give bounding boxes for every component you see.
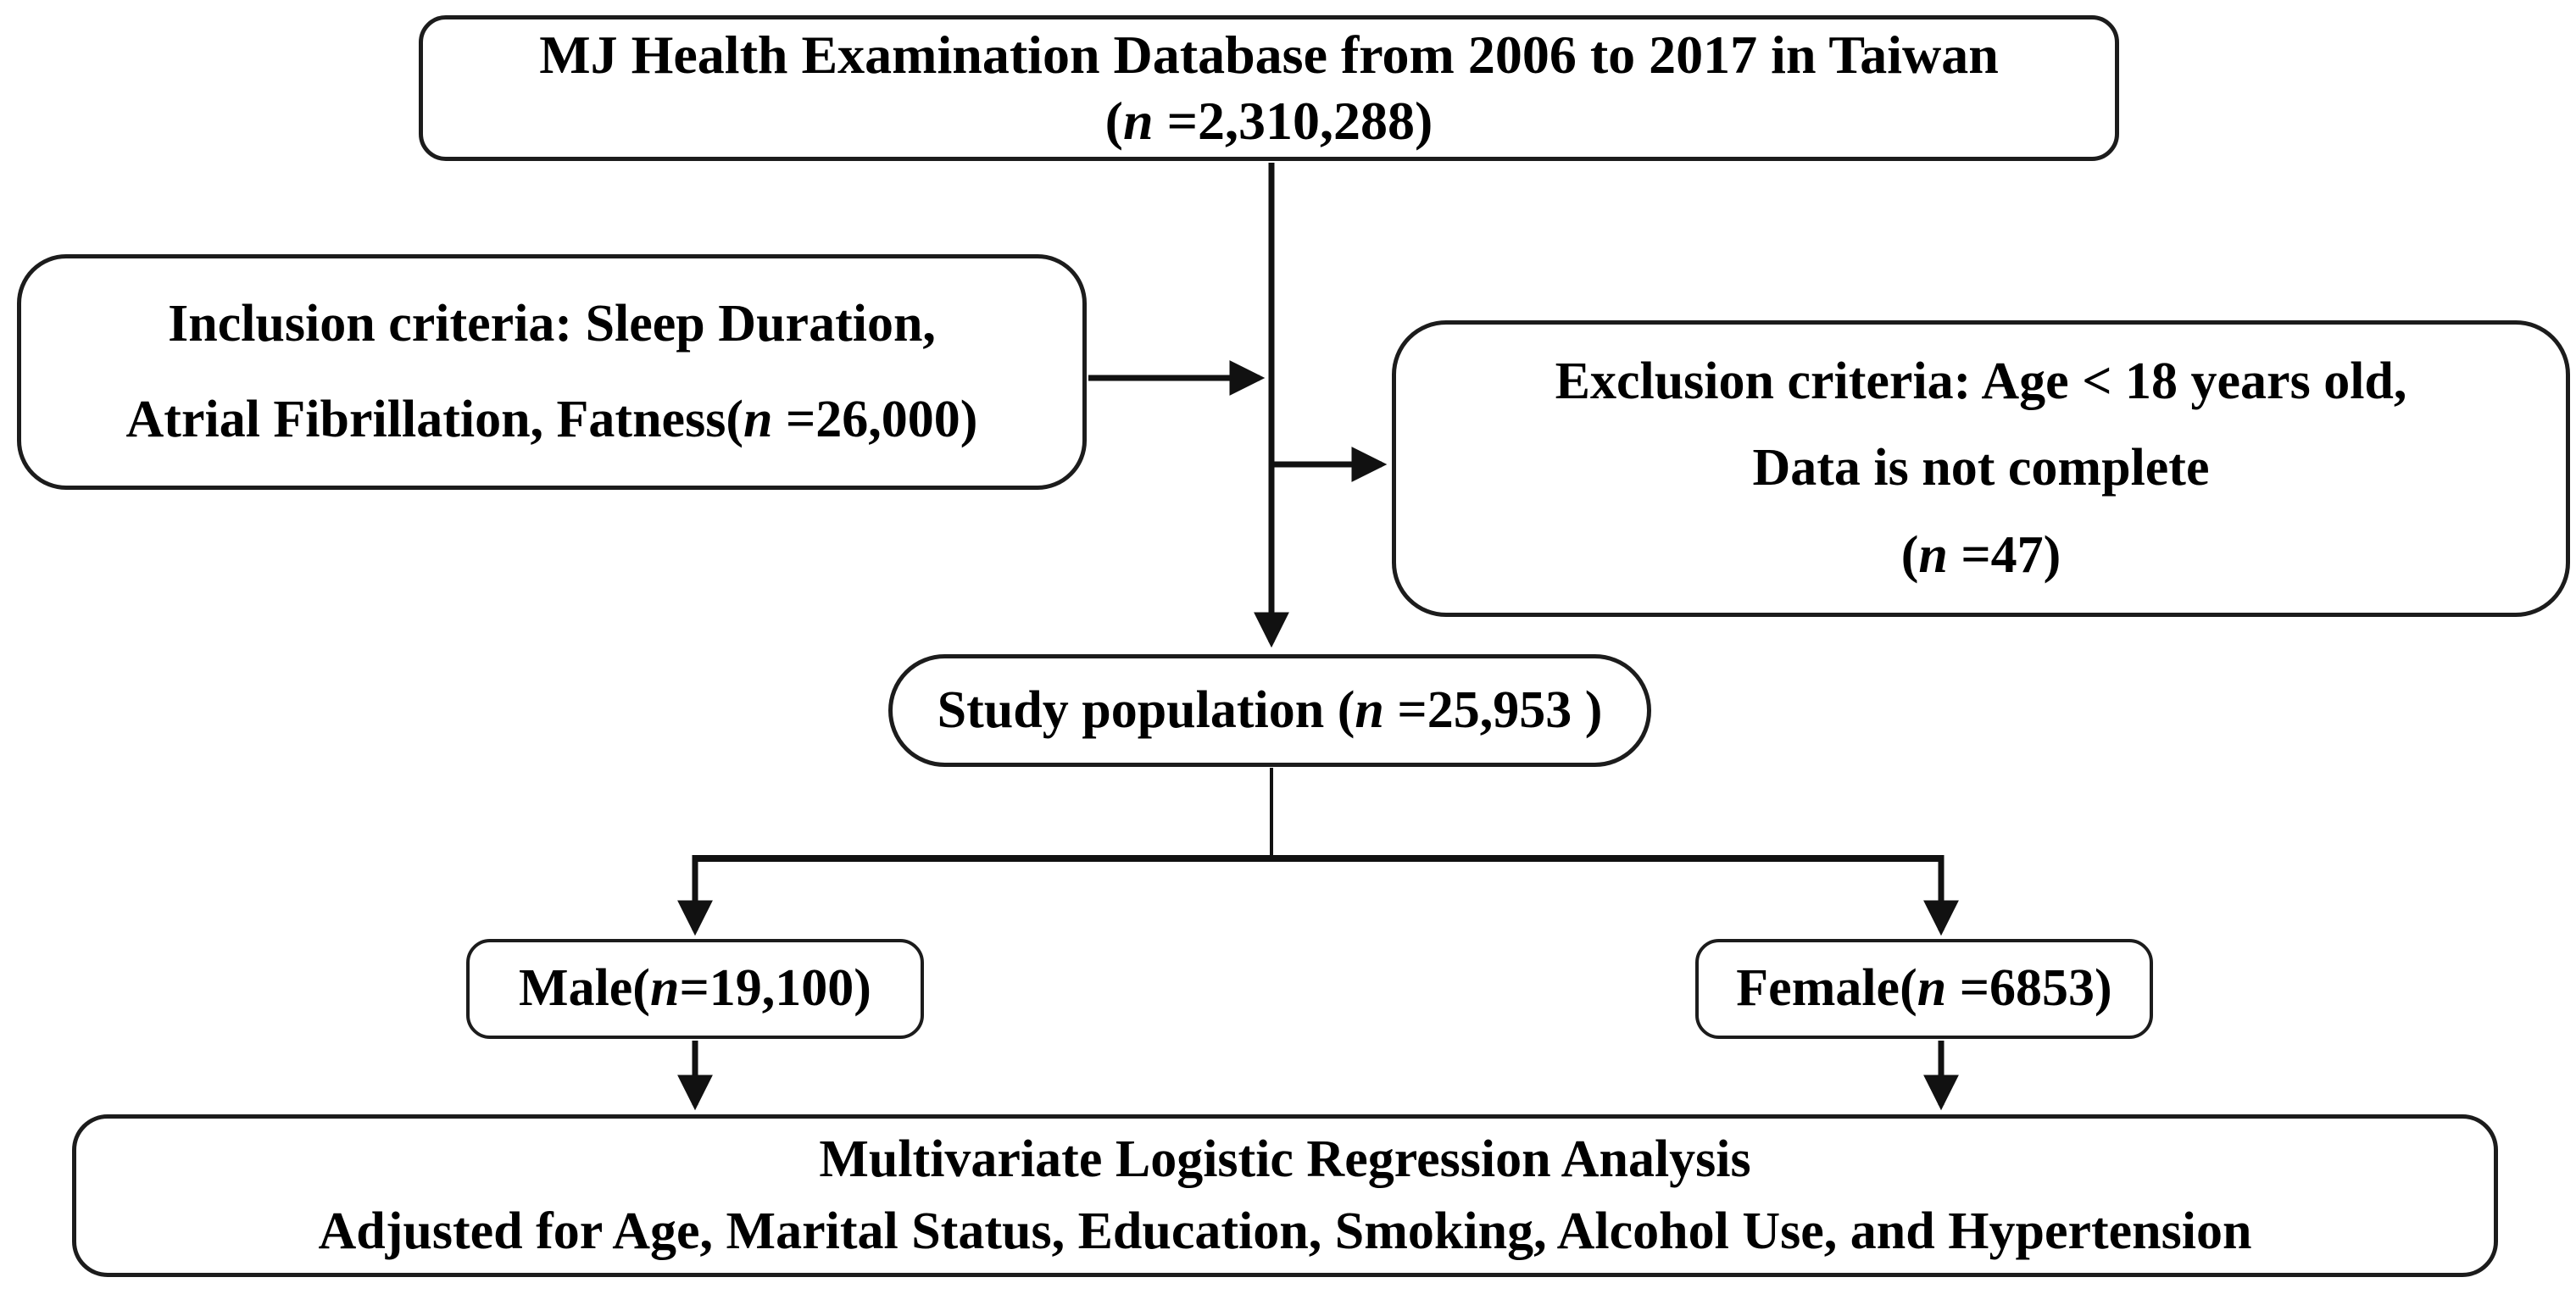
n-variable: n <box>1355 680 1384 739</box>
database-title: MJ Health Examination Database from 2006… <box>539 24 1999 85</box>
exclusion-line2: Data is not complete <box>1752 439 2210 497</box>
text-fragment: Atrial Fibrillation, Fatness( <box>125 390 743 448</box>
inclusion-line1: Inclusion criteria: Sleep Duration, <box>168 294 936 353</box>
text-fragment: Study population ( <box>937 680 1355 739</box>
text-fragment: =6853) <box>1946 959 2112 1018</box>
text-fragment: Male( <box>519 959 650 1018</box>
text-fragment: =47) <box>1947 526 2061 585</box>
n-variable: n <box>1122 91 1154 152</box>
n-variable: n <box>1917 959 1947 1018</box>
text-fragment: =19,100) <box>679 959 871 1018</box>
n-variable: n <box>743 390 773 448</box>
female-label: Female(n =6853) <box>1726 958 2122 1019</box>
inclusion-line2: Atrial Fibrillation, Fatness(n =26,000) <box>116 390 988 450</box>
text-fragment: ( <box>1104 91 1123 152</box>
n-variable: n <box>649 959 680 1018</box>
exclusion-line1: Exclusion criteria: Age < 18 years old, <box>1555 352 2407 410</box>
male-label: Male(n=19,100) <box>509 958 882 1019</box>
text-fragment: =26,000) <box>772 390 978 448</box>
box-analysis: Multivariate Logistic Regression Analysi… <box>72 1114 2498 1277</box>
box-female: Female(n =6853) <box>1695 939 2153 1039</box>
text-fragment: ( <box>1900 526 1919 585</box>
text-fragment: Female( <box>1736 959 1917 1018</box>
box-database: MJ Health Examination Database from 2006… <box>419 15 2119 161</box>
analysis-line1: Multivariate Logistic Regression Analysi… <box>819 1130 1751 1189</box>
box-male: Male(n=19,100) <box>466 939 924 1039</box>
exclusion-count: (n =47) <box>1891 525 2072 586</box>
text-fragment: =2,310,288) <box>1153 91 1433 152</box>
study-population-label: Study population (n =25,953 ) <box>927 680 1613 741</box>
database-count: (n =2,310,288) <box>1095 90 1444 153</box>
box-inclusion-criteria: Inclusion criteria: Sleep Duration, Atri… <box>17 254 1087 490</box>
text-fragment: =25,953 ) <box>1383 680 1603 739</box>
analysis-line2: Adjusted for Age, Marital Status, Educat… <box>318 1202 2252 1260</box>
n-variable: n <box>1918 526 1948 585</box>
box-exclusion-criteria: Exclusion criteria: Age < 18 years old, … <box>1392 320 2570 617</box>
box-study-population: Study population (n =25,953 ) <box>888 654 1651 767</box>
